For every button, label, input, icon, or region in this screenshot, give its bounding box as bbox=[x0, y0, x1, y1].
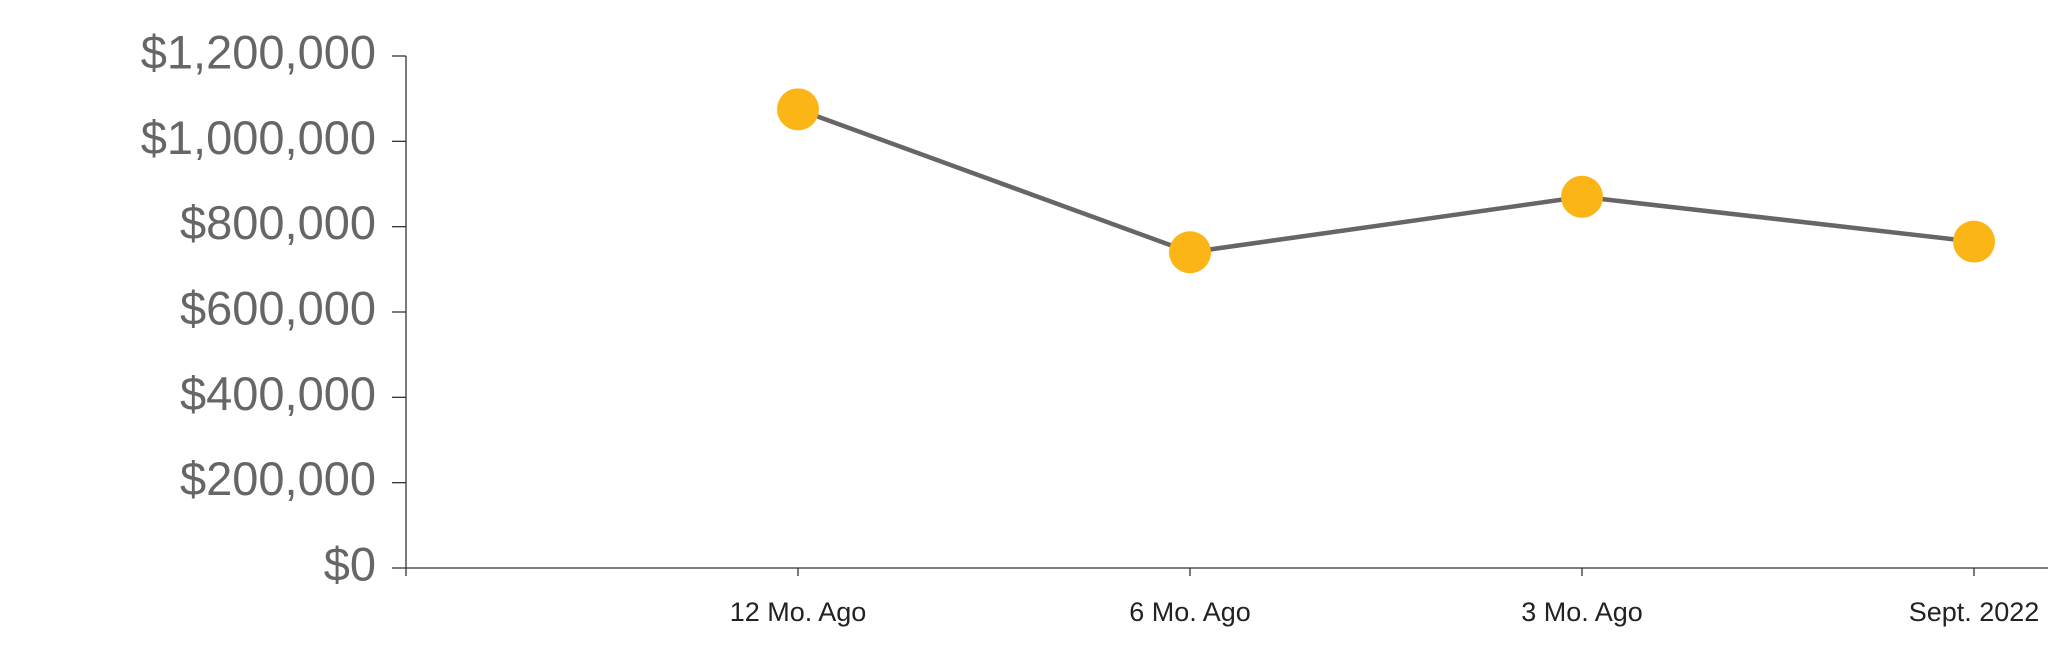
point bbox=[1169, 231, 1211, 274]
x-tick-label: 6 Mo. Ago bbox=[1129, 597, 1251, 627]
x-tick-label: 3 Mo. Ago bbox=[1521, 597, 1643, 627]
y-tick-label: $1,000,000 bbox=[141, 111, 376, 164]
y-tick-label: $600,000 bbox=[180, 281, 376, 334]
x-tick-label: Sept. 2022 bbox=[1909, 597, 2040, 627]
y-tick-label: $200,000 bbox=[180, 452, 376, 505]
y-tick-label: $800,000 bbox=[180, 196, 376, 249]
point bbox=[1953, 220, 1995, 263]
x-tick-label: 12 Mo. Ago bbox=[730, 597, 867, 627]
series-line bbox=[797, 107, 1975, 255]
y-tick-label: $400,000 bbox=[180, 367, 376, 420]
y-tick-label: $1,200,000 bbox=[141, 25, 376, 78]
y-tick-label: $0 bbox=[324, 537, 376, 590]
point bbox=[1561, 175, 1603, 218]
point bbox=[777, 88, 819, 131]
